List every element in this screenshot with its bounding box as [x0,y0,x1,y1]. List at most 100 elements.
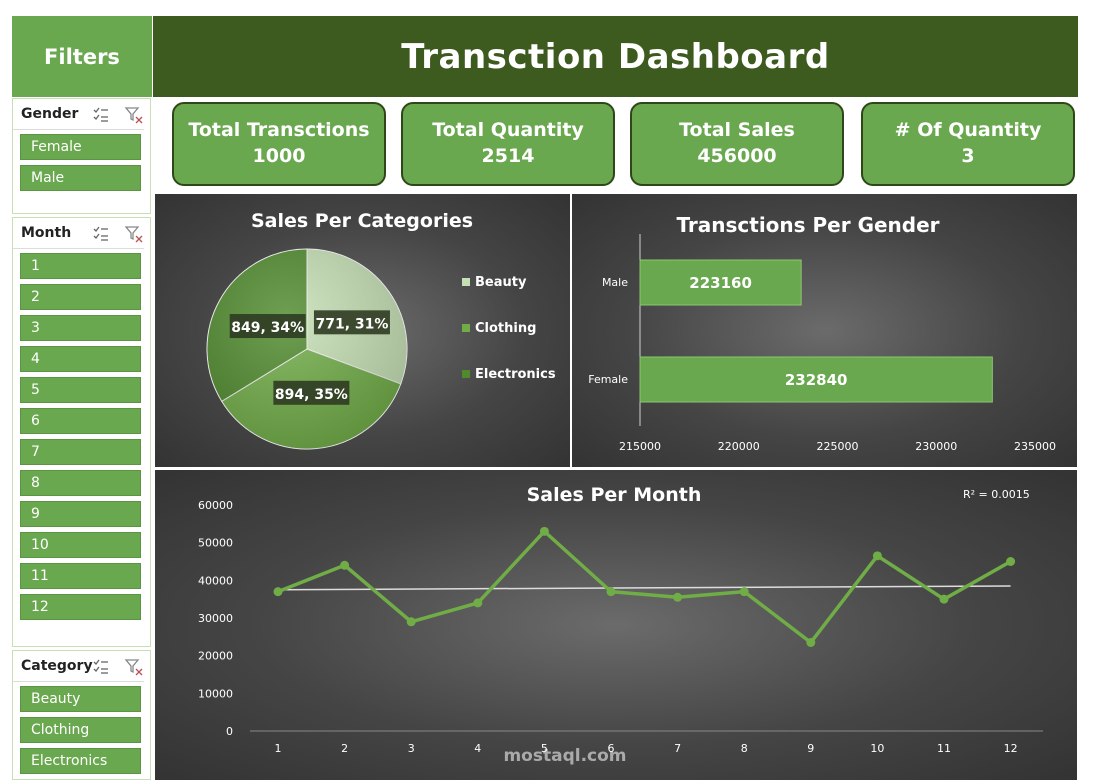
line-point[interactable] [872,551,882,561]
line-x-tick-label: 6 [608,742,615,755]
trendline-r2-label: R² = 0.0015 [963,488,1030,501]
slicer-item-month[interactable]: 3 [20,315,141,341]
legend-label: Beauty [475,275,527,290]
line-x-tick-label: 2 [341,742,348,755]
bar-male[interactable] [639,259,802,306]
pie-data-label: 894, 35% [273,380,350,405]
clear-filter-icon[interactable] [124,226,143,243]
line-x-tick-label: 5 [541,742,548,755]
slicer-item-month[interactable]: 7 [20,439,141,465]
pie-data-label: 849, 34% [229,314,306,339]
slicer-item-month[interactable]: 12 [20,594,141,620]
slicer-item-gender[interactable]: Male [20,165,141,191]
line-y-tick-label: 10000 [198,687,233,700]
kpi-value: 456000 [697,145,777,167]
line-x-tick-label: 3 [408,742,415,755]
line-x-tick-label: 4 [474,742,481,755]
clear-filter-icon[interactable] [124,659,143,676]
bar-x-tick-label: 215000 [619,440,661,453]
line-point[interactable] [273,587,283,597]
bar-value-label: 223160 [689,274,752,292]
category-slicer-header: Category [13,651,144,682]
gender-slicer-title: Gender [21,106,79,122]
bar-female[interactable] [639,356,993,403]
line-x-tick-label: 1 [275,742,282,755]
legend-label: Clothing [475,321,536,336]
bar-category-label: Male [602,276,628,289]
line-y-tick-label: 60000 [198,499,233,512]
kpi-value: 2514 [481,145,535,167]
line-point[interactable] [806,637,816,647]
line-point[interactable] [1006,557,1016,566]
sales-per-month-panel: Sales Per Month R² = 0.0015 0 10000 20000 3… [155,470,1077,780]
line-x-tick-label: 7 [674,742,681,755]
transactions-per-gender-panel: Transctions Per Gender 223160 Male 232840 F… [572,194,1077,467]
line-y-tick-label: 20000 [198,650,233,663]
kpi-card-total-sales: Total Sales 456000 [630,102,844,186]
line-point[interactable] [739,587,749,597]
slicer-item-month[interactable]: 11 [20,563,141,589]
slicer-item-month[interactable]: 8 [20,470,141,496]
slicer-item-month[interactable]: 9 [20,501,141,527]
line-y-tick-label: 40000 [198,574,233,587]
kpi-label: # Of Quantity [894,119,1042,141]
line-y-tick-label: 30000 [198,612,233,625]
slicer-item-gender[interactable]: Female [20,134,141,160]
month-slicer: Month 1 2 3 4 5 6 7 8 9 10 11 12 [12,217,151,647]
slicer-icons [93,226,143,243]
slicer-item-month[interactable]: 10 [20,532,141,558]
line-point[interactable] [606,587,616,597]
pie-chart-title: Sales Per Categories [251,210,473,232]
line-point[interactable] [406,617,416,627]
pie-chart: Sales Per Categories 771, 31% 894, 35% 849… [206,210,556,450]
kpi-value: 3 [961,145,975,167]
kpi-label: Total Transctions [188,119,370,141]
line-y-tick-label: 50000 [198,537,233,550]
clear-filter-icon[interactable] [124,107,143,124]
line-x-tick-label: 12 [1004,742,1018,755]
bar-category-label: Female [588,373,628,386]
line-point[interactable] [340,560,350,570]
bar-chart-title: Transctions Per Gender [676,213,939,237]
gender-slicer-header: Gender [13,99,144,130]
line-x-tick-label: 11 [937,742,951,755]
line-x-tick-label: 8 [741,742,748,755]
kpi-label: Total Sales [679,119,795,141]
bar-x-tick-label: 235000 [1014,440,1056,453]
line-point[interactable] [939,594,949,604]
line-y-tick-label: 0 [226,725,233,738]
slicer-item-month[interactable]: 1 [20,253,141,279]
slicer-item-category[interactable]: Clothing [20,717,141,743]
trendline [277,585,1011,591]
month-slicer-title: Month [21,225,72,241]
line-point[interactable] [473,598,483,608]
filters-title: Filters [12,16,152,97]
line-point[interactable] [673,592,683,602]
legend-item-electronics: Electronics [462,367,556,382]
sales-per-categories-panel: Sales Per Categories 771, 31% 894, 35% 849… [155,194,570,467]
line-point[interactable] [539,526,549,536]
legend-item-clothing: Clothing [462,321,536,336]
slicer-item-category[interactable]: Electronics [20,748,141,774]
svg-text:894, 35%: 894, 35% [275,387,348,403]
svg-text:771, 31%: 771, 31% [315,316,388,332]
multi-select-icon[interactable] [93,107,108,122]
slicer-item-month[interactable]: 6 [20,408,141,434]
kpi-card-total-quantity: Total Quantity 2514 [401,102,615,186]
multi-select-icon[interactable] [93,659,108,674]
slicer-icons [93,659,143,676]
slicer-item-month[interactable]: 5 [20,377,141,403]
gender-slicer: Gender Female Male [12,98,151,214]
slicer-item-month[interactable]: 2 [20,284,141,310]
kpi-value: 1000 [252,145,306,167]
bar-value-label: 232840 [785,371,848,389]
kpi-card-total-transactions: Total Transctions 1000 [172,102,386,186]
bar-x-tick-label: 225000 [817,440,859,453]
slicer-item-category[interactable]: Beauty [20,686,141,712]
dashboard-title: Transction Dashboard [153,16,1078,97]
svg-text:849, 34%: 849, 34% [231,320,304,336]
multi-select-icon[interactable] [93,226,108,241]
category-slicer: Category Beauty Clothing Electronics [12,650,151,780]
kpi-card-quantity-count: # Of Quantity 3 [861,102,1075,186]
slicer-item-month[interactable]: 4 [20,346,141,372]
